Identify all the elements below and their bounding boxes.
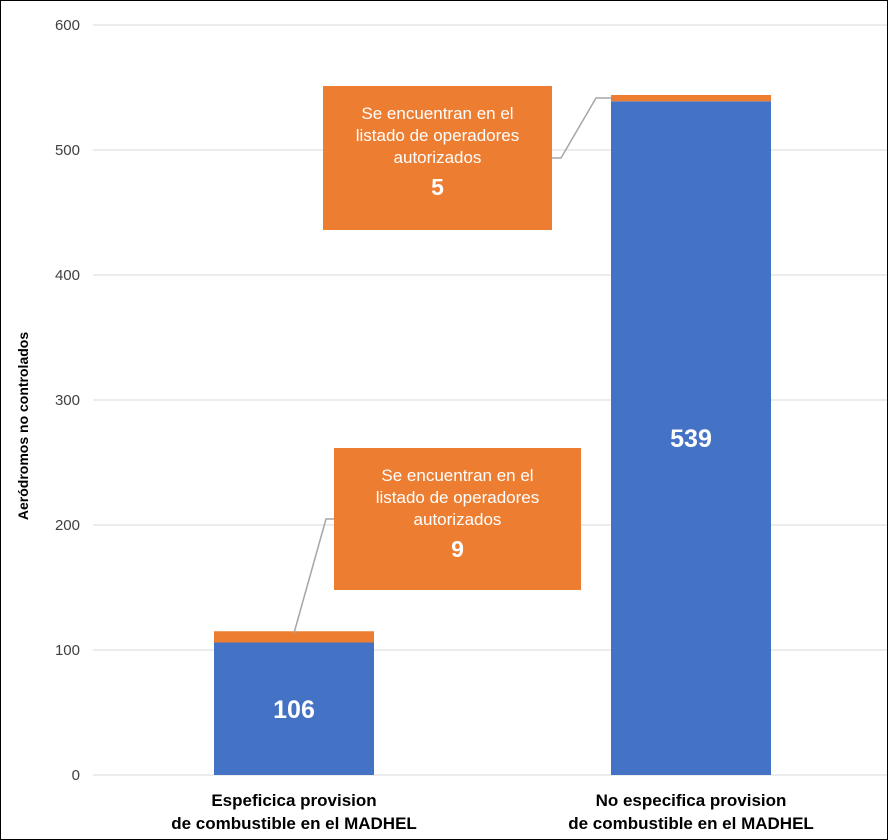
bar-base-segment [214, 642, 374, 775]
callout-leader-line [293, 518, 334, 634]
callout-text: Se encuentran en el [381, 466, 533, 485]
y-tick-label: 600 [55, 17, 80, 34]
callout-text: listado de operadores [356, 126, 520, 145]
callout-value: 5 [431, 174, 444, 200]
bar-top-segment [214, 631, 374, 643]
callout-value: 9 [451, 536, 464, 562]
callout-text: listado de operadores [376, 488, 540, 507]
callout-text: autorizados [394, 148, 482, 167]
callout-box [323, 86, 552, 230]
callout-leader-line [552, 97, 611, 159]
bar-value-labels: 106 539 [273, 425, 712, 724]
bars [214, 95, 771, 775]
category-label: de combustible en el MADHEL [568, 814, 814, 833]
callout-text: Se encuentran en el [361, 104, 513, 123]
callout-text: autorizados [414, 510, 502, 529]
y-tick-label: 400 [55, 267, 80, 284]
callouts: Se encuentran en el listado de operadores… [293, 86, 611, 634]
y-tick-label: 500 [55, 142, 80, 159]
bar-value-label: 106 [273, 696, 315, 724]
callout-box [334, 448, 581, 590]
y-tick-label: 100 [55, 642, 80, 659]
category-label: No especifica provision [596, 791, 787, 810]
y-tick-label: 200 [55, 517, 80, 534]
category-label: de combustible en el MADHEL [171, 814, 417, 833]
callout: Se encuentran en el listado de operadores… [293, 448, 581, 634]
bar-top-segment [611, 95, 771, 102]
category-label: Espeficica provision [211, 791, 376, 810]
bar-base-segment [611, 101, 771, 775]
y-tick-label: 300 [55, 392, 80, 409]
y-axis-ticks: 0 100 200 300 400 500 600 [55, 17, 80, 784]
y-tick-label: 0 [72, 767, 80, 784]
category-labels: Espeficica provision de combustible en el… [171, 791, 814, 833]
callout: Se encuentran en el listado de operadores… [323, 86, 611, 230]
y-axis-label: Aeródromos no controlados [15, 332, 31, 520]
bar-value-label: 539 [670, 425, 712, 453]
